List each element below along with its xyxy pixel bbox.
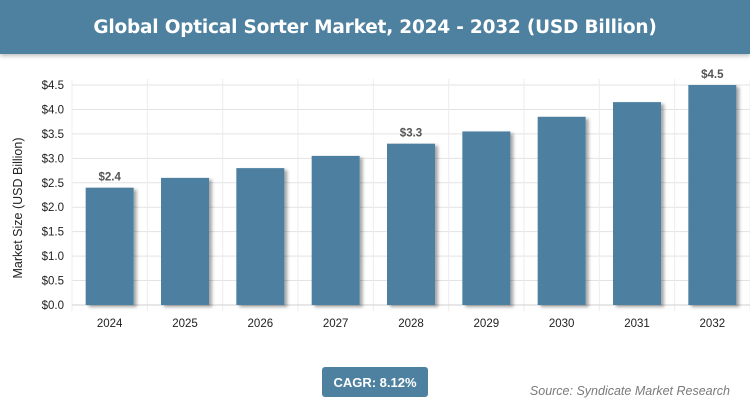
chart-title: Global Optical Sorter Market, 2024 - 203… <box>93 16 657 38</box>
cagr-badge: CAGR: 8.12% <box>322 367 428 397</box>
y-axis-label: Market Size (USD Billion) <box>11 137 25 278</box>
x-tick-label: 2030 <box>549 318 575 330</box>
bar-chart: $0.0 $0.5 $1.0 $1.5 $2.0 $2.5 $3.0 $3.5 $4.0 $4.5… <box>11 69 750 330</box>
y-tick-label: $1.0 <box>42 251 64 263</box>
y-tick-label: $2.5 <box>42 178 64 190</box>
x-tick-label: 2032 <box>700 318 726 330</box>
y-tick-label: $4.5 <box>42 80 64 92</box>
source-note: Source: Syndicate Market Research <box>529 384 730 398</box>
x-tick-label: 2026 <box>248 318 274 330</box>
bar-2031 <box>613 102 661 305</box>
y-tick-label: $1.5 <box>42 227 64 239</box>
bar-2025 <box>161 177 209 305</box>
x-tick-label: 2027 <box>323 318 349 330</box>
data-label: $2.4 <box>98 172 121 184</box>
data-label: $4.5 <box>701 69 724 81</box>
y-tick-label: $0.0 <box>42 300 64 312</box>
y-tick-label: $0.5 <box>42 276 64 288</box>
y-tick-label: $4.0 <box>42 104 64 116</box>
bar-2028 <box>387 143 435 305</box>
labels: $0.0 $0.5 $1.0 $1.5 $2.0 $2.5 $3.0 $3.5 $4.0 $4.5… <box>42 69 726 330</box>
x-tick-label: 2025 <box>172 318 198 330</box>
y-tick-label: $2.0 <box>42 202 64 214</box>
chart-header: Global Optical Sorter Market, 2024 - 203… <box>0 0 750 54</box>
x-tick-label: 2029 <box>474 318 500 330</box>
x-tick-label: 2031 <box>624 318 650 330</box>
bar-2024 <box>85 187 134 305</box>
bar-2030 <box>537 116 586 306</box>
bar-2032 <box>688 85 737 305</box>
bars <box>85 85 737 306</box>
x-tick-label: 2024 <box>97 318 123 330</box>
y-tick-label: $3.0 <box>42 153 64 165</box>
y-tick-label: $3.5 <box>42 129 64 141</box>
data-label: $3.3 <box>400 128 422 140</box>
bar-2029 <box>462 131 511 305</box>
bar-2027 <box>311 155 360 305</box>
bar-2026 <box>236 168 285 305</box>
x-tick-label: 2028 <box>398 318 424 330</box>
